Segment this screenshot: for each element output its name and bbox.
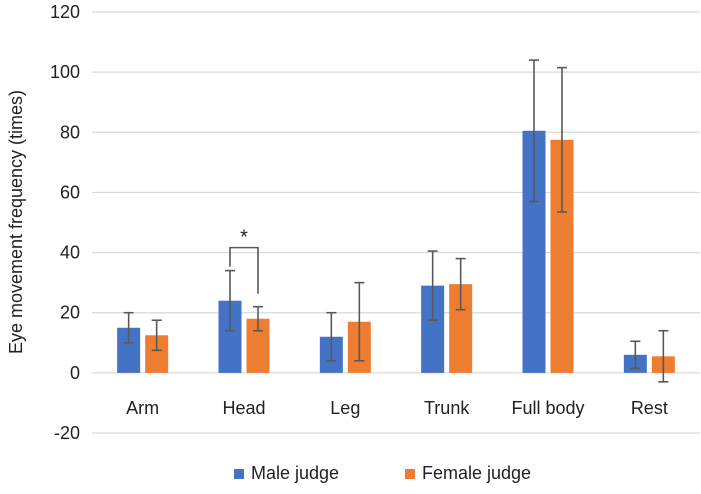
category-label: Head (222, 398, 265, 418)
y-tick-labels: -20 0 20 40 60 80 100 120 (50, 2, 80, 443)
bar-female (449, 284, 473, 373)
bar-female (246, 318, 270, 373)
legend-swatch (405, 469, 415, 479)
legend-swatch (234, 469, 244, 479)
significance-star: * (240, 227, 248, 249)
legend: Male judge Female judge (234, 463, 531, 483)
error-bar (326, 311, 337, 362)
category-label: Arm (126, 398, 159, 418)
category-label: Full body (511, 398, 584, 418)
y-tick-label: 120 (50, 2, 80, 22)
annotations: * (229, 227, 259, 294)
bar-male (117, 327, 141, 373)
bars (117, 130, 675, 373)
legend-item: Male judge (234, 463, 339, 483)
error-bar (354, 281, 365, 362)
bar-male (218, 300, 242, 373)
y-axis-title: Eye movement frequency (times) (6, 90, 26, 354)
y-tick-label: -20 (54, 423, 80, 443)
y-tick-label: 100 (50, 62, 80, 82)
bar-female (145, 335, 169, 373)
error-bar (123, 311, 134, 344)
gridlines (92, 11, 700, 434)
error-bar (630, 340, 641, 370)
bar-male (522, 130, 546, 373)
legend-label: Male judge (251, 463, 339, 483)
error-bar (529, 59, 539, 203)
category-label: Rest (631, 398, 668, 418)
bar-male (421, 285, 445, 373)
bar-female (550, 139, 574, 373)
legend-item: Female judge (405, 463, 531, 483)
error-bar (253, 305, 263, 332)
y-tick-label: 60 (60, 182, 80, 202)
category-label: Leg (330, 398, 360, 418)
category-label: Trunk (424, 398, 470, 418)
error-bar (658, 329, 669, 383)
error-bar (455, 257, 466, 311)
error-bar (151, 319, 162, 352)
error-bar (427, 250, 438, 322)
y-tick-label: 0 (70, 363, 80, 383)
y-tick-label: 20 (60, 303, 80, 323)
y-tick-label: 80 (60, 122, 80, 142)
error-bar (557, 66, 567, 213)
y-tick-label: 40 (60, 243, 80, 263)
error-bars (123, 59, 669, 383)
legend-label: Female judge (422, 463, 531, 483)
error-bar (225, 269, 235, 332)
significance-bracket: * (229, 227, 259, 294)
category-labels: Arm Head Leg Trunk Full body Rest (126, 398, 668, 418)
